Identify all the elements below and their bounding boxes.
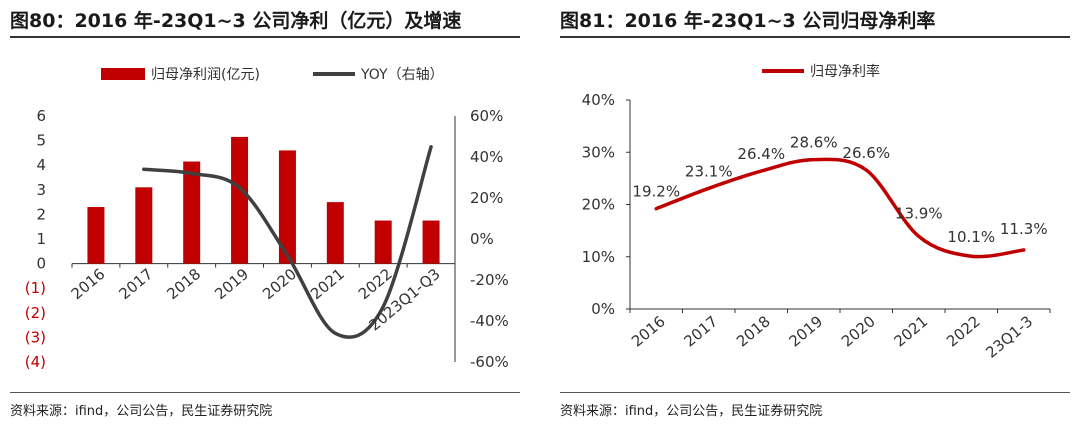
data-label: 26.4% [737,145,785,163]
left-source-note: 资料来源：ifind，公司公告，民生证券研究院 [10,404,273,419]
y-tick-label: 40% [582,91,615,109]
y-tick-label: 0% [591,300,615,318]
net-profit-bar [278,150,296,264]
net-profit-bar [135,187,153,264]
right-y-tick-label: -20% [470,271,509,289]
x-tick-label: 23Q1-3 [982,312,1036,361]
right-y-tick-label: -60% [470,353,509,371]
x-tick-label: 2020 [838,312,879,350]
left-x-tick-label: 2016 [68,265,109,303]
left-x-tick-label: 2021 [307,265,348,303]
right-chart-svg: 归母净利率40%30%20%10%0%19.2%23.1%26.4%28.6%2… [582,63,1051,362]
data-label: 26.6% [842,144,890,162]
data-label: 13.9% [895,204,943,222]
net-profit-bar [422,220,440,264]
x-tick-label: 2016 [628,312,669,350]
legend-bar-swatch [101,68,145,80]
left-chart-panel: 图80：2016 年-23Q1~3 公司净利（亿元）及增速 归母净利润(亿元) Y… [10,0,520,424]
net-profit-bar [231,136,249,264]
left-x-tick-label: 2020 [259,265,300,303]
left-chart-svg: 归母净利润(亿元) YOY（右轴） 6 5 4 3 2 1 0 (1) (2) (3) (4) 60% 40… [25,66,509,371]
left-y-tick-label: 6 [36,107,46,125]
right-source-note: 资料来源：ifind，公司公告，民生证券研究院 [560,404,823,419]
legend-bar-label: 归母净利润(亿元) [151,66,260,83]
net-profit-bar [183,161,201,264]
left-y-tick-label: (1) [25,279,46,297]
right-chart-panel: 图81：2016 年-23Q1~3 公司归母净利率 归母净利率 40% 30% 20%… [560,0,1070,424]
net-profit-bar [326,202,344,264]
data-label: 23.1% [685,162,733,180]
data-label: 19.2% [632,183,680,201]
left-x-tick-label: 2017 [116,265,157,303]
left-y-tick-label: 2 [36,205,46,223]
right-chart-title: 图81：2016 年-23Q1~3 公司归母净利率 [560,10,936,32]
x-tick-label: 2018 [733,312,774,350]
left-chart-title: 图80：2016 年-23Q1~3 公司净利（亿元）及增速 [10,10,462,32]
left-y-tick-label: (3) [25,328,46,346]
x-tick-label: 2021 [890,312,931,350]
x-tick-label: 2019 [785,312,826,350]
data-label: 28.6% [790,134,838,152]
left-y-tick-label: 5 [36,132,46,150]
left-x-tick-label: 2019 [211,265,252,303]
y-tick-label: 10% [582,248,615,266]
right-y-tick-label: 40% [470,148,503,166]
data-label: 11.3% [1000,220,1048,238]
net-profit-bar [87,207,105,264]
right-y-tick-label: -40% [470,312,509,330]
left-y-tick-label: (2) [25,304,46,322]
left-x-tick-label: 2018 [163,265,204,303]
left-title-rule [10,36,520,38]
right-title-rule [560,36,1070,38]
x-tick-label: 2017 [680,312,721,350]
net-profit-bar [374,220,392,264]
data-label: 10.1% [947,228,995,246]
yoy-line [142,145,433,339]
legend-margin-label: 归母净利率 [810,63,880,80]
left-y-tick-label: 0 [36,255,46,273]
y-tick-label: 20% [582,196,615,214]
left-source-rule [10,392,520,393]
left-y-tick-label: 4 [36,156,46,174]
left-y-tick-label: (4) [25,353,46,371]
left-x-tick-label: 2022 [355,265,396,303]
right-y-tick-label: 0% [470,230,494,248]
x-tick-label: 2022 [943,312,984,350]
legend-yoy-label: YOY（右轴） [360,67,444,83]
left-y-tick-label: 3 [36,181,46,199]
y-tick-label: 30% [582,143,615,161]
left-y-tick-label: 1 [36,230,46,248]
net-margin-line [654,157,1026,259]
right-source-rule [560,392,1070,393]
right-y-tick-label: 60% [470,107,503,125]
right-y-tick-label: 20% [470,189,503,207]
